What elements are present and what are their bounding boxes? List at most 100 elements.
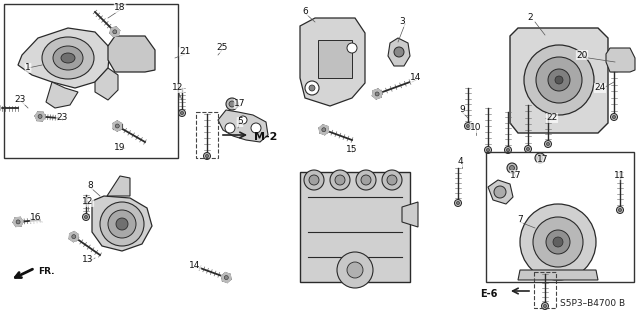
Circle shape	[612, 115, 616, 119]
Circle shape	[347, 262, 363, 278]
Text: 12: 12	[172, 84, 184, 93]
Polygon shape	[13, 217, 23, 226]
Polygon shape	[46, 82, 78, 108]
Text: 21: 21	[179, 48, 191, 56]
Text: 16: 16	[30, 213, 42, 222]
Circle shape	[541, 302, 548, 309]
Polygon shape	[107, 176, 130, 196]
Text: 9: 9	[459, 106, 465, 115]
Polygon shape	[18, 28, 110, 88]
Text: FR.: FR.	[38, 268, 54, 277]
Circle shape	[239, 116, 247, 124]
Text: 4: 4	[457, 158, 463, 167]
Polygon shape	[0, 104, 1, 112]
Polygon shape	[300, 172, 410, 282]
Text: 22: 22	[547, 114, 557, 122]
Circle shape	[180, 111, 184, 115]
Polygon shape	[402, 202, 418, 227]
Polygon shape	[319, 125, 328, 135]
Text: 12: 12	[83, 197, 93, 206]
Polygon shape	[300, 18, 365, 106]
Circle shape	[356, 170, 376, 190]
Text: 13: 13	[83, 256, 93, 264]
Circle shape	[616, 206, 623, 213]
Text: 7: 7	[517, 216, 523, 225]
Circle shape	[100, 202, 144, 246]
Text: 14: 14	[189, 261, 201, 270]
Circle shape	[115, 124, 119, 128]
Text: 24: 24	[595, 84, 605, 93]
Circle shape	[179, 109, 186, 116]
Circle shape	[226, 98, 238, 110]
Circle shape	[116, 218, 128, 230]
Text: 19: 19	[115, 144, 125, 152]
Bar	[534, 272, 556, 308]
Circle shape	[527, 147, 529, 151]
Text: 17: 17	[510, 170, 522, 180]
Polygon shape	[606, 48, 635, 72]
Circle shape	[382, 170, 402, 190]
Circle shape	[533, 217, 583, 267]
Circle shape	[535, 153, 545, 163]
Polygon shape	[110, 27, 120, 37]
Polygon shape	[69, 232, 78, 241]
Text: M-2: M-2	[254, 132, 277, 142]
Circle shape	[484, 146, 492, 153]
Ellipse shape	[548, 69, 570, 91]
Text: 23: 23	[56, 114, 68, 122]
Text: 3: 3	[399, 18, 405, 26]
Circle shape	[347, 43, 357, 53]
Polygon shape	[35, 112, 45, 121]
Polygon shape	[113, 121, 122, 131]
Text: S5P3–B4700 B: S5P3–B4700 B	[560, 300, 625, 308]
Text: 8: 8	[87, 181, 93, 189]
Circle shape	[553, 237, 563, 247]
Circle shape	[394, 47, 404, 57]
Polygon shape	[510, 28, 608, 133]
Text: 25: 25	[216, 43, 228, 53]
Circle shape	[546, 230, 570, 254]
Polygon shape	[92, 196, 152, 251]
Circle shape	[509, 166, 515, 170]
Circle shape	[467, 124, 470, 128]
Circle shape	[83, 213, 90, 220]
Circle shape	[16, 220, 20, 224]
Ellipse shape	[61, 53, 75, 63]
Circle shape	[224, 276, 228, 279]
Polygon shape	[218, 110, 268, 142]
Circle shape	[387, 175, 397, 185]
Polygon shape	[488, 180, 513, 204]
Circle shape	[618, 208, 621, 211]
Circle shape	[545, 140, 552, 147]
Polygon shape	[518, 270, 598, 280]
Circle shape	[251, 123, 261, 133]
Text: 2: 2	[527, 13, 533, 23]
Circle shape	[494, 186, 506, 198]
Circle shape	[229, 101, 235, 107]
Text: 18: 18	[115, 4, 125, 12]
Circle shape	[454, 199, 461, 206]
Polygon shape	[95, 68, 118, 100]
Text: 14: 14	[410, 73, 422, 83]
Polygon shape	[372, 89, 382, 99]
Circle shape	[108, 210, 136, 238]
Circle shape	[337, 252, 373, 288]
Circle shape	[465, 122, 472, 130]
Ellipse shape	[555, 76, 563, 84]
Circle shape	[309, 85, 315, 91]
Ellipse shape	[42, 37, 94, 79]
Polygon shape	[388, 38, 410, 66]
Text: 17: 17	[234, 100, 246, 108]
Circle shape	[375, 92, 379, 96]
Text: 1: 1	[25, 63, 31, 72]
Text: 11: 11	[614, 170, 626, 180]
Circle shape	[225, 123, 235, 133]
Ellipse shape	[536, 57, 582, 103]
Ellipse shape	[524, 45, 594, 115]
Circle shape	[309, 175, 319, 185]
Circle shape	[547, 142, 550, 145]
Circle shape	[204, 152, 211, 160]
Circle shape	[543, 304, 547, 308]
Circle shape	[486, 148, 490, 152]
Circle shape	[304, 170, 324, 190]
